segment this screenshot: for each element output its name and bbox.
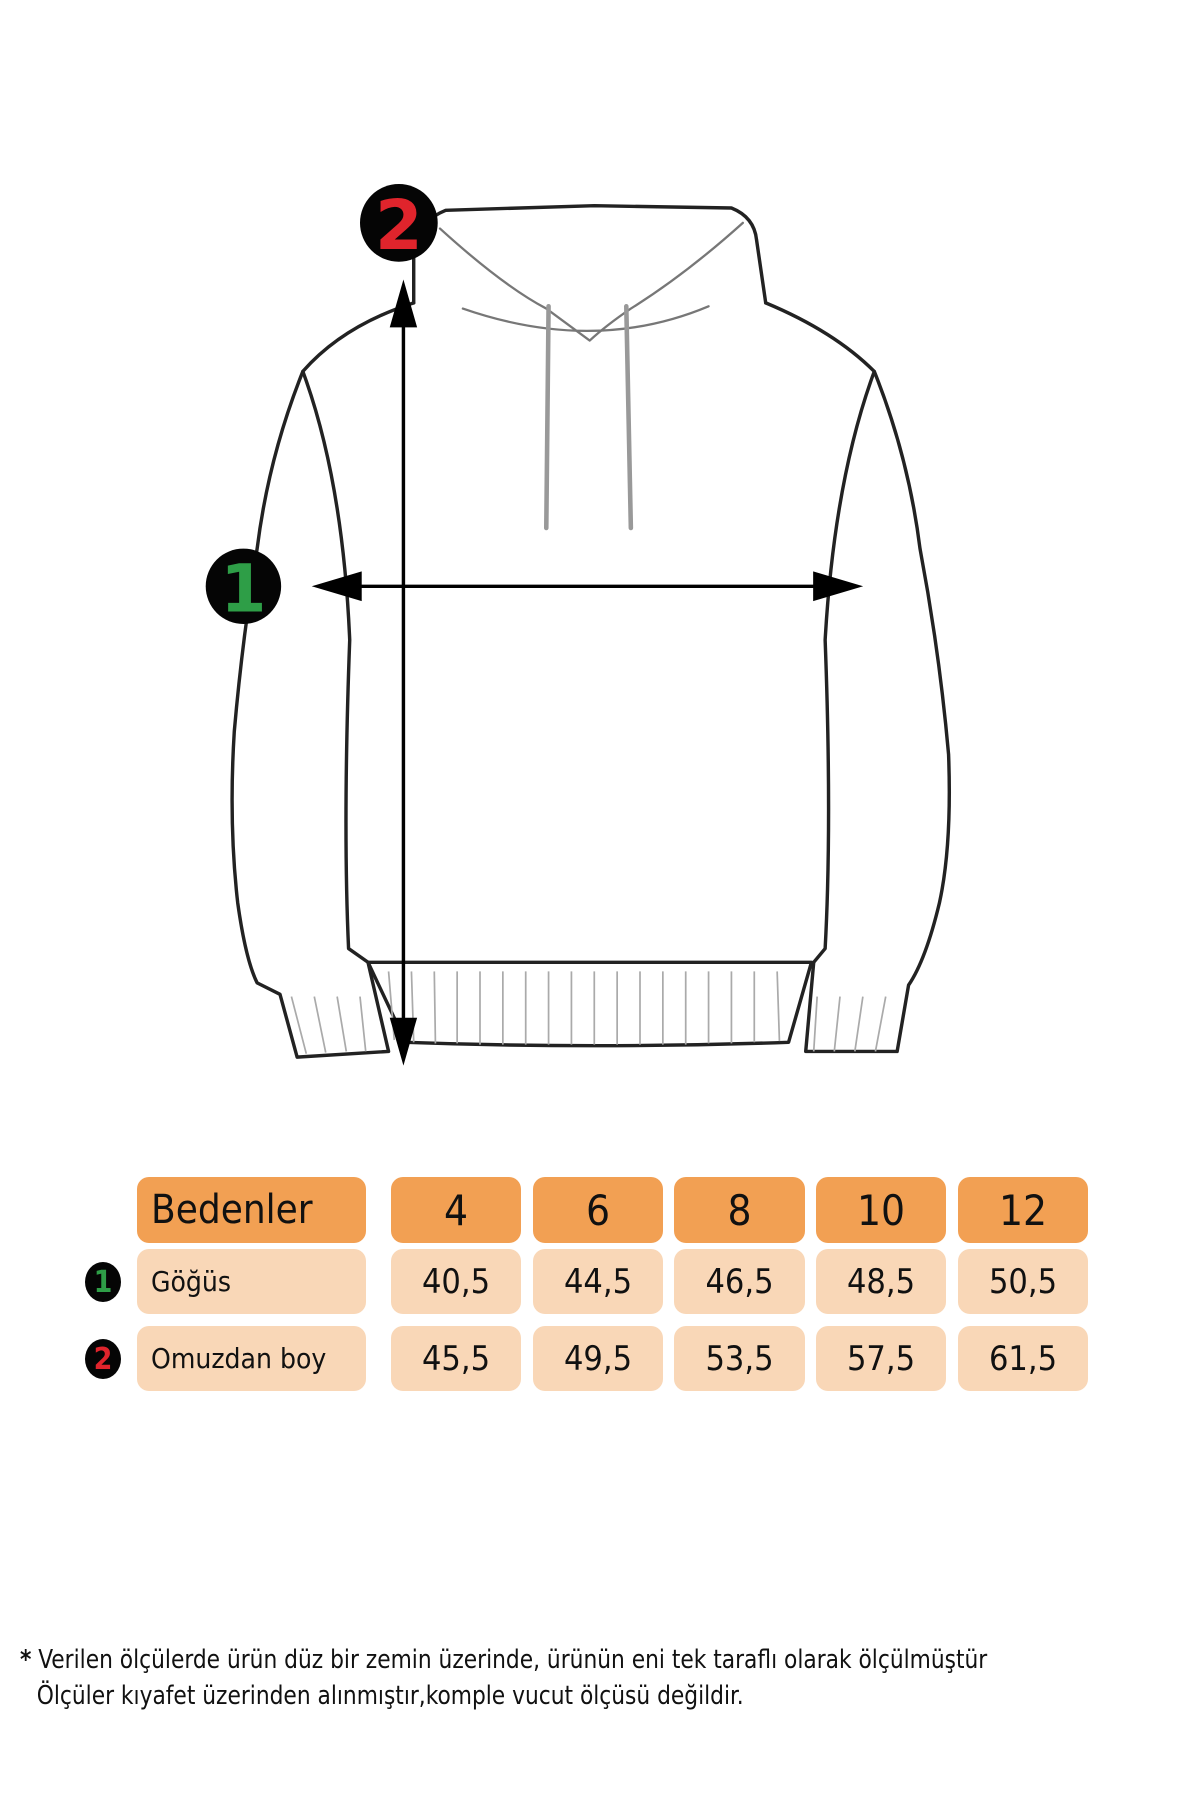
row-label: Omuzdan boy xyxy=(137,1326,366,1391)
svg-text:2: 2 xyxy=(375,186,423,266)
table-cell: 48,5 xyxy=(816,1249,946,1314)
table-cell: 53,5 xyxy=(674,1326,805,1391)
body-left-side xyxy=(301,369,370,964)
arrow-head-up xyxy=(389,279,418,328)
table-cell: 40,5 xyxy=(391,1249,521,1314)
table-cell: 49,5 xyxy=(533,1326,663,1391)
header-label: Bedenler xyxy=(137,1177,366,1243)
neckline xyxy=(461,305,710,332)
left-shoulder-sleeve xyxy=(230,301,416,1059)
asterisk: * xyxy=(20,1645,32,1675)
table-cell: 50,5 xyxy=(958,1249,1088,1314)
note-line-1: Verilen ölçülerde ürün düz bir zemin üze… xyxy=(38,1645,988,1675)
row-marker-1: 1 xyxy=(85,1262,121,1302)
svg-text:1: 1 xyxy=(220,549,266,627)
note-line-2: Ölçüler kıyafet üzerinden alınmıştır,kom… xyxy=(36,1681,744,1711)
hood-inner xyxy=(438,221,744,342)
row-marker-2: 2 xyxy=(85,1339,121,1379)
table-cell: 57,5 xyxy=(816,1326,946,1391)
cuff-ribbing xyxy=(290,996,887,1054)
marker-1: 1 xyxy=(205,548,282,627)
size-header: 12 xyxy=(958,1177,1088,1243)
drawstring-right xyxy=(623,304,634,531)
size-header: 6 xyxy=(533,1177,663,1243)
body-right-side xyxy=(812,369,876,964)
size-header: 4 xyxy=(391,1177,521,1243)
size-header: 8 xyxy=(674,1177,805,1243)
drawstring-left xyxy=(543,304,551,531)
hood-outline xyxy=(411,203,768,305)
table-cell: 44,5 xyxy=(533,1249,663,1314)
table-cell: 46,5 xyxy=(674,1249,805,1314)
arrow-head-down xyxy=(389,1017,418,1066)
marker-2: 2 xyxy=(360,184,438,266)
arrow-head-left xyxy=(311,571,362,602)
row-label: Göğüs xyxy=(137,1249,366,1314)
arrow-head-right xyxy=(813,571,864,602)
right-shoulder-sleeve xyxy=(764,301,952,1054)
hem-ribbing xyxy=(387,971,781,1045)
table-cell: 45,5 xyxy=(391,1326,521,1391)
hem-band xyxy=(366,960,814,1048)
table-cell: 61,5 xyxy=(958,1326,1088,1391)
size-header: 10 xyxy=(816,1177,946,1243)
measurement-note: * Verilen ölçülerde ürün düz bir zemin ü… xyxy=(20,1642,987,1714)
